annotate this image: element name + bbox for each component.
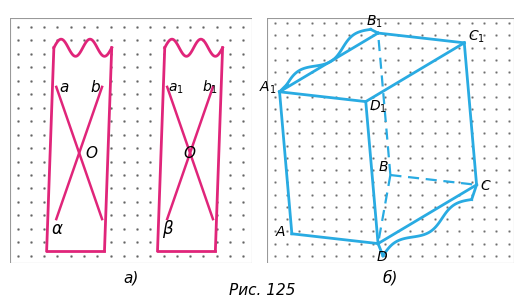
Text: $A$: $A$	[275, 225, 286, 239]
Text: а): а)	[123, 271, 139, 286]
Text: $B$: $B$	[378, 160, 389, 174]
Text: $b_1$: $b_1$	[202, 79, 218, 96]
Text: $D$: $D$	[376, 250, 388, 264]
Polygon shape	[47, 48, 112, 251]
Text: $B_1$: $B_1$	[366, 14, 383, 30]
Text: $C_1$: $C_1$	[468, 28, 485, 45]
Text: $D_1$: $D_1$	[369, 98, 387, 114]
Text: $a_1$: $a_1$	[168, 82, 184, 96]
Text: $b$: $b$	[90, 79, 101, 95]
Polygon shape	[158, 48, 223, 251]
Text: $\alpha$: $\alpha$	[51, 220, 64, 238]
Text: $O$: $O$	[183, 145, 196, 161]
Text: $a$: $a$	[59, 80, 69, 95]
Text: Рис. 125: Рис. 125	[229, 283, 295, 298]
Text: $\beta$: $\beta$	[162, 218, 174, 240]
Text: б): б)	[383, 270, 398, 286]
Text: $O$: $O$	[85, 145, 99, 161]
Text: $A_1$: $A_1$	[259, 80, 276, 96]
Text: $C$: $C$	[481, 179, 492, 193]
